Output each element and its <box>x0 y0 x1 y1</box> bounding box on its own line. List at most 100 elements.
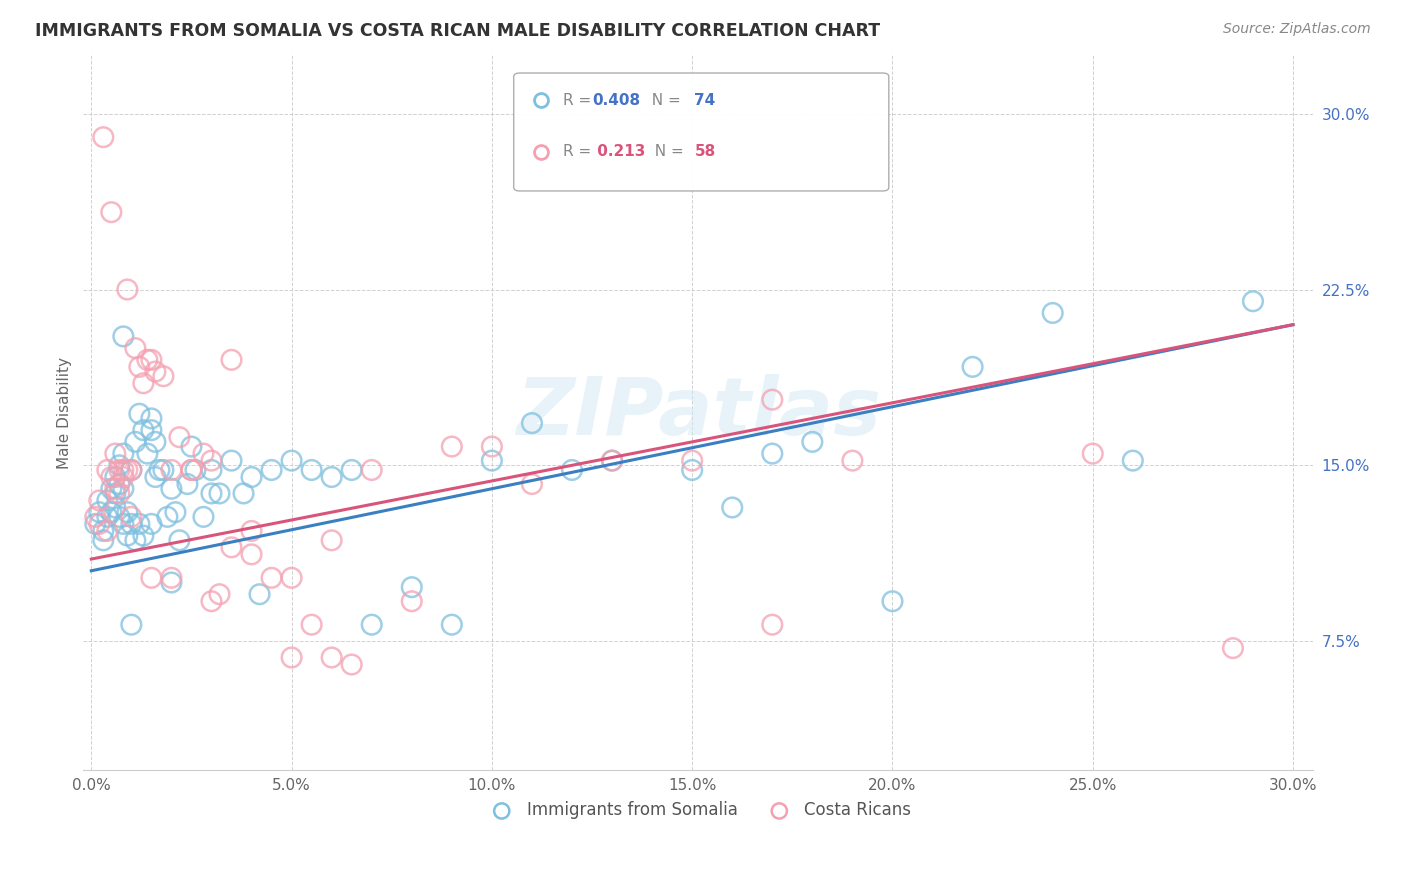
Legend: Immigrants from Somalia, Costa Ricans: Immigrants from Somalia, Costa Ricans <box>478 795 918 826</box>
Text: R =: R = <box>562 145 596 159</box>
Point <box>100 505 122 519</box>
Point <box>141 571 163 585</box>
Text: 0.213: 0.213 <box>592 145 645 159</box>
Point <box>84 516 107 531</box>
Point <box>96 493 118 508</box>
Point <box>301 463 323 477</box>
Point <box>280 650 302 665</box>
Point <box>340 657 363 672</box>
Point <box>176 477 198 491</box>
Point <box>132 376 155 391</box>
Point <box>232 486 254 500</box>
Point <box>600 453 623 467</box>
Point <box>440 617 463 632</box>
Point <box>117 283 139 297</box>
Point <box>321 533 343 548</box>
Point <box>520 477 543 491</box>
Point <box>165 505 187 519</box>
Text: N =: N = <box>645 145 689 159</box>
Point <box>89 493 111 508</box>
Point <box>600 453 623 467</box>
Point <box>193 509 215 524</box>
Point <box>520 416 543 430</box>
Text: ZIPatlas: ZIPatlas <box>516 374 880 451</box>
Point <box>401 580 423 594</box>
Point <box>112 447 135 461</box>
Point <box>761 392 783 407</box>
Point <box>184 463 207 477</box>
Point <box>108 463 131 477</box>
Point <box>152 369 174 384</box>
Point <box>180 463 202 477</box>
Point <box>100 205 122 219</box>
Point <box>145 470 167 484</box>
Point <box>91 533 114 548</box>
Point <box>120 516 142 531</box>
Point <box>84 509 107 524</box>
Point <box>200 486 222 500</box>
Point <box>108 486 131 500</box>
Text: 58: 58 <box>695 145 716 159</box>
Point <box>221 453 243 467</box>
Point <box>108 458 131 473</box>
Point <box>962 359 984 374</box>
Point <box>280 453 302 467</box>
Point <box>240 547 263 561</box>
Point <box>481 453 503 467</box>
Point <box>96 524 118 538</box>
Point <box>141 516 163 531</box>
Point <box>108 509 131 524</box>
Point <box>160 482 183 496</box>
Point <box>112 482 135 496</box>
Point <box>112 463 135 477</box>
Point <box>340 463 363 477</box>
Point <box>152 463 174 477</box>
Point <box>108 477 131 491</box>
Y-axis label: Male Disability: Male Disability <box>58 357 72 468</box>
Point <box>249 587 271 601</box>
Point <box>141 423 163 437</box>
Point <box>96 509 118 524</box>
Point <box>401 594 423 608</box>
Point <box>440 440 463 454</box>
Point <box>104 447 127 461</box>
Text: 0.408: 0.408 <box>592 93 641 108</box>
Point <box>145 365 167 379</box>
Point <box>360 463 382 477</box>
Text: N =: N = <box>641 93 685 108</box>
Point <box>280 571 302 585</box>
Point <box>160 463 183 477</box>
Point <box>761 617 783 632</box>
Point <box>104 482 127 496</box>
Point <box>112 329 135 343</box>
Point <box>1222 641 1244 656</box>
Point <box>128 516 150 531</box>
Point <box>124 341 146 355</box>
Point <box>91 130 114 145</box>
Point <box>100 482 122 496</box>
Point <box>120 463 142 477</box>
Point <box>104 470 127 484</box>
Point <box>156 509 179 524</box>
Point <box>681 463 703 477</box>
Text: Source: ZipAtlas.com: Source: ZipAtlas.com <box>1223 22 1371 37</box>
Point <box>117 505 139 519</box>
Point <box>200 594 222 608</box>
Point <box>481 440 503 454</box>
Text: IMMIGRANTS FROM SOMALIA VS COSTA RICAN MALE DISABILITY CORRELATION CHART: IMMIGRANTS FROM SOMALIA VS COSTA RICAN M… <box>35 22 880 40</box>
Point <box>117 528 139 542</box>
Point <box>117 463 139 477</box>
Point <box>96 463 118 477</box>
Point <box>180 463 202 477</box>
Point <box>124 434 146 449</box>
Point <box>112 516 135 531</box>
Point <box>1241 294 1264 309</box>
Point <box>1042 306 1064 320</box>
Point <box>169 430 191 444</box>
Point <box>136 447 159 461</box>
Point <box>240 470 263 484</box>
Point <box>221 352 243 367</box>
Point <box>124 533 146 548</box>
Point <box>136 352 159 367</box>
Point <box>89 516 111 531</box>
